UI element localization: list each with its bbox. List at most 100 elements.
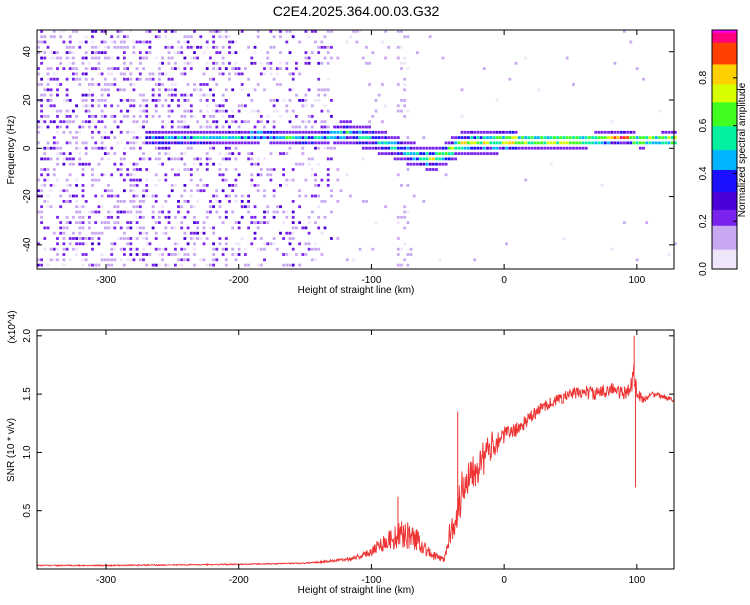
spectrogram-cell [253, 130, 257, 134]
spectrogram-cell [164, 136, 168, 139]
spectrogram-cell [62, 67, 66, 70]
spectrogram-cell [37, 125, 40, 129]
spectrogram-cell [285, 67, 289, 70]
spectrogram-cell [170, 125, 174, 129]
spectrogram-cell [323, 125, 327, 129]
spectrogram-cell [193, 141, 196, 145]
spectrogram-cell [158, 77, 161, 81]
spectrogram-cell [451, 141, 454, 145]
spectrogram-cell [444, 157, 448, 161]
spectrogram-cell [193, 51, 196, 54]
spectrogram-cell [285, 61, 289, 65]
spectrogram-cell [110, 67, 114, 70]
spectrogram-cell [396, 141, 400, 145]
spectrogram-cell [97, 263, 101, 267]
spectrogram-cell [266, 61, 270, 65]
spectrogram-cell [65, 215, 69, 219]
colorbar-band [712, 221, 737, 224]
spectrogram-cell [145, 184, 149, 187]
spectrogram-cell [654, 136, 658, 139]
spectrogram-cell [142, 247, 145, 251]
spectrogram-cell [654, 141, 658, 145]
spectrogram-cell [183, 99, 187, 102]
spectrogram-cell [463, 152, 467, 155]
spectrogram-cell [37, 242, 40, 246]
spectrogram-cell [234, 200, 238, 203]
spectrogram-cell [110, 40, 114, 44]
colorbar-band [712, 157, 737, 161]
spectrogram-cell [467, 146, 470, 150]
spectrogram-cell [282, 130, 285, 134]
spectrogram-cell [78, 40, 82, 44]
spectrogram-cell [100, 93, 104, 97]
spectrogram-cell [202, 189, 206, 193]
spectrogram-cell [81, 93, 85, 97]
spectrogram-cell [65, 88, 69, 92]
spectrogram-cell [578, 136, 582, 139]
snr-y-tick-label: 1.0 [22, 445, 33, 459]
spectrogram-cell [107, 88, 110, 92]
spectrogram-cell [129, 130, 133, 134]
spectrogram-cell [377, 93, 381, 97]
spectrogram-cell [113, 67, 117, 70]
spectrogram-cell [138, 226, 142, 230]
spectrogram-cell [231, 115, 235, 118]
spectrogram-cell [231, 120, 235, 124]
spectrogram-cell [279, 184, 282, 187]
spectrogram-cell [81, 242, 85, 246]
spectrogram-cell [537, 136, 540, 139]
spectrogram-cell [559, 141, 563, 145]
spectrogram-cell [597, 130, 601, 134]
spectrogram-cell [396, 45, 400, 49]
spectrogram-cell [186, 45, 190, 49]
spectrogram-cell [632, 141, 636, 145]
spectrogram-cell [221, 45, 225, 49]
colorbar-band [712, 263, 737, 266]
spectrogram-cell [183, 231, 187, 235]
spectrogram-cell [123, 99, 126, 102]
spectrogram-cell [183, 189, 187, 193]
spectrogram-cell [387, 146, 391, 150]
spectrogram-cell [126, 99, 129, 102]
spectrogram-cell [240, 141, 244, 145]
spectrogram-cell [272, 104, 276, 108]
spectrogram-cell [123, 72, 126, 76]
spectrogram-cell [285, 40, 289, 44]
spectrogram-cell [301, 226, 305, 230]
spectrogram-cell [406, 146, 410, 150]
spectrogram-cell [65, 184, 69, 187]
spectrogram-cell [381, 152, 384, 155]
spectrogram-cell [116, 168, 120, 171]
spectrogram-y-tick-label: -40 [22, 237, 33, 252]
spectrogram-cell [62, 157, 66, 161]
spectrogram-cell [68, 237, 72, 240]
spectrogram-cell [323, 93, 327, 97]
spectrogram-cell [59, 194, 63, 198]
colorbar-band [712, 119, 737, 123]
spectrogram-cell [317, 184, 321, 187]
spectrogram-cell [177, 130, 180, 134]
spectrogram-cell [138, 72, 142, 76]
spectrogram-x-tick-label: -100 [361, 275, 381, 286]
spectrogram-cell [403, 215, 407, 219]
spectrogram-cell [486, 146, 489, 150]
spectrogram-cell [62, 237, 66, 240]
spectrogram-cell [113, 258, 117, 262]
spectrogram-cell [291, 237, 295, 240]
spectrogram-cell [629, 141, 633, 145]
spectrogram-cell [530, 146, 534, 150]
spectrogram-cell [154, 221, 158, 224]
spectrogram-cell [400, 99, 403, 102]
spectrogram-cell [84, 93, 88, 97]
spectrogram-cell [629, 130, 633, 134]
spectrogram-cell [298, 99, 301, 102]
spectrogram-cell [119, 173, 123, 177]
spectrogram-cell [189, 67, 193, 70]
spectrogram-cell [250, 242, 254, 246]
spectrogram-cell [428, 35, 432, 39]
spectrogram-cell [167, 194, 171, 198]
spectrogram-cell [291, 210, 295, 214]
spectrogram-cell [91, 99, 94, 102]
spectrogram-cell [129, 242, 133, 246]
spectrogram-cell [600, 136, 604, 139]
